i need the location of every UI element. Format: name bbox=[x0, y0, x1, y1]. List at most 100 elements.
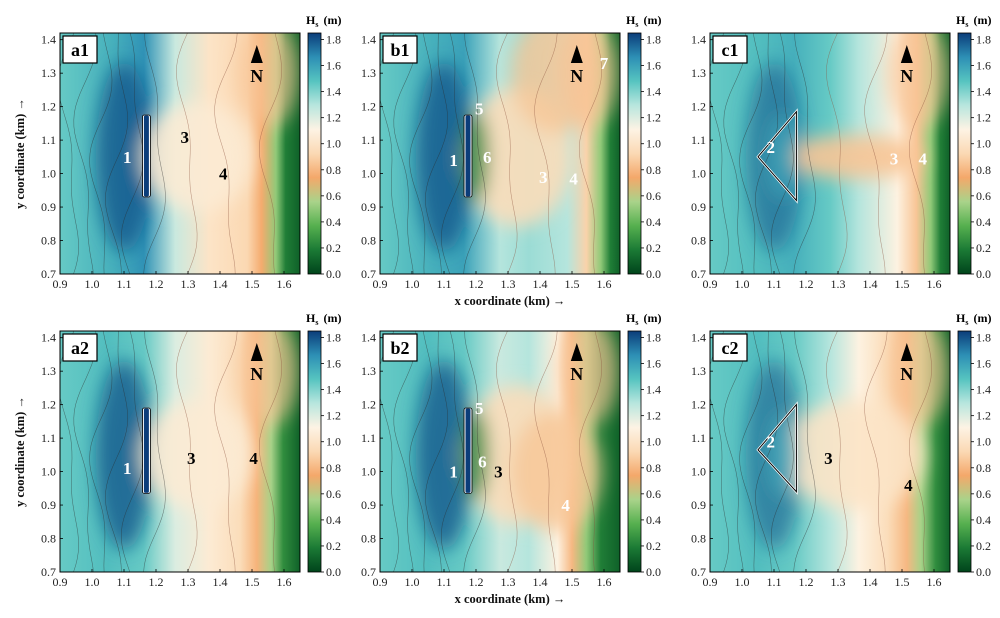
x-axis-label: x coordinate (km) → bbox=[455, 294, 566, 308]
colorbar-title-unit: (m) bbox=[970, 311, 991, 325]
colorbar-tick-label: 1.4 bbox=[976, 85, 991, 99]
north-arrow-icon bbox=[250, 45, 263, 63]
y-axis-label: y coordinate (km) → bbox=[13, 98, 27, 209]
contour-line bbox=[534, 33, 558, 274]
bathymetry-contours bbox=[380, 331, 602, 572]
x-tick-label: 1.2 bbox=[469, 277, 484, 291]
x-tick-label: 1.5 bbox=[895, 575, 910, 589]
x-tick-label: 1.6 bbox=[927, 277, 942, 291]
colorbar-tick-label: 1.2 bbox=[646, 111, 661, 125]
bathymetry-contours bbox=[60, 331, 282, 572]
y-tick-label: 1.4 bbox=[361, 33, 376, 47]
y-tick-label: 0.9 bbox=[691, 498, 706, 512]
y-tick-label: 1.1 bbox=[41, 133, 56, 147]
x-tick-label: 1.3 bbox=[501, 277, 516, 291]
x-tick-label: 1.6 bbox=[927, 575, 942, 589]
colorbar-tick-label: 1.6 bbox=[976, 59, 991, 73]
x-tick-label: 1.0 bbox=[405, 575, 420, 589]
contour-line bbox=[723, 331, 747, 572]
x-tick-label: 1.4 bbox=[533, 277, 548, 291]
contour-line bbox=[409, 331, 433, 572]
high-wave-zone bbox=[416, 359, 472, 550]
contour-line bbox=[259, 331, 282, 572]
shadow-zone bbox=[142, 399, 253, 510]
y-tick-label: 0.7 bbox=[361, 267, 376, 281]
colorbar-title-main: H bbox=[626, 13, 636, 27]
panel-label: c2 bbox=[722, 338, 739, 358]
zone-annotation: 5 bbox=[475, 99, 484, 118]
contour-line bbox=[425, 331, 448, 572]
bathymetry-contours bbox=[710, 331, 932, 572]
y-tick-label: 0.7 bbox=[361, 565, 376, 579]
colorbar-title-unit: (m) bbox=[640, 311, 661, 325]
y-tick-label: 1.2 bbox=[361, 100, 376, 114]
y-tick-label: 0.9 bbox=[361, 498, 376, 512]
contour-line bbox=[176, 331, 198, 572]
y-tick-label: 1.4 bbox=[41, 331, 56, 345]
colorbar-tick-label: 1.4 bbox=[976, 383, 991, 397]
triangle-structure bbox=[757, 110, 797, 202]
x-tick-label: 1.3 bbox=[181, 575, 196, 589]
contour-line bbox=[755, 331, 778, 572]
x-tick-label: 1.1 bbox=[437, 277, 452, 291]
colorbar-tick-label: 1.2 bbox=[976, 409, 991, 423]
heatmap-field bbox=[380, 331, 620, 572]
north-arrow-icon bbox=[250, 343, 263, 361]
y-tick-label: 0.8 bbox=[41, 234, 56, 248]
x-tick-label: 1.3 bbox=[831, 277, 846, 291]
contour-line bbox=[909, 33, 932, 274]
panel-a1: 0.9 1.0 1.1 1.2 1.3 1.4 1.5 1.6 0.7 0.8 0.9 1.0 1.1 1… bbox=[13, 13, 341, 291]
colorbar-tick-label: 1.2 bbox=[326, 111, 341, 125]
colorbar-tick-label: 1.0 bbox=[976, 435, 991, 449]
x-tick-label: 0.9 bbox=[373, 277, 388, 291]
colorbar-tick-label: 0.0 bbox=[646, 267, 661, 281]
colorbar bbox=[627, 32, 642, 275]
x-tick-label: 1.4 bbox=[213, 575, 228, 589]
y-tick-label: 1.3 bbox=[361, 364, 376, 378]
contour-line bbox=[710, 33, 729, 274]
y-tick-label: 1.0 bbox=[361, 465, 376, 479]
panel-label: c1 bbox=[722, 40, 739, 60]
colorbar-tick-label: 1.4 bbox=[646, 383, 661, 397]
colorbar-tick-label: 0.4 bbox=[646, 215, 661, 229]
colorbar bbox=[957, 32, 972, 275]
colorbar bbox=[307, 32, 322, 275]
plot-border bbox=[59, 330, 301, 573]
colorbar-tick-label: 1.0 bbox=[976, 137, 991, 151]
y-tick-label: 0.8 bbox=[361, 234, 376, 248]
contour-line bbox=[380, 33, 399, 274]
heatmap-features bbox=[96, 33, 298, 252]
panel-label: b1 bbox=[390, 40, 409, 60]
y-axis-label: y coordinate (km) → bbox=[13, 396, 27, 507]
high-wave-zone bbox=[96, 61, 152, 252]
colorbar-title-unit: (m) bbox=[320, 13, 341, 27]
colorbar-tick-label: 1.8 bbox=[646, 331, 661, 345]
y-tick-label: 0.8 bbox=[361, 532, 376, 546]
breakwater-wall bbox=[464, 407, 472, 494]
colorbar-title-sub: s bbox=[965, 318, 968, 327]
contour-line bbox=[214, 33, 238, 274]
contour-line bbox=[60, 33, 79, 274]
colorbar-tick-label: 0.6 bbox=[976, 189, 991, 203]
north-arrow-icon bbox=[900, 45, 913, 63]
colorbar-tick-label: 1.0 bbox=[326, 137, 341, 151]
panel-label-box bbox=[712, 333, 748, 362]
colorbar-title-main: H bbox=[626, 311, 636, 325]
y-tick-label: 1.0 bbox=[361, 167, 376, 181]
x-tick-label: 1.0 bbox=[85, 575, 100, 589]
contour-line bbox=[826, 331, 848, 572]
x-tick-label: 1.0 bbox=[85, 277, 100, 291]
y-tick-label: 1.2 bbox=[691, 398, 706, 412]
x-tick-label: 0.9 bbox=[703, 575, 718, 589]
jet-zone bbox=[784, 134, 924, 179]
colorbar-tick-label: 0.0 bbox=[326, 267, 341, 281]
contour-line bbox=[723, 33, 747, 274]
y-tick-label: 0.8 bbox=[691, 234, 706, 248]
zone-annotation: 3 bbox=[890, 150, 899, 169]
colorbar-tick-label: 0.0 bbox=[326, 565, 341, 579]
contour-line bbox=[771, 331, 794, 572]
x-tick-label: 1.6 bbox=[277, 575, 292, 589]
x-tick-label: 1.1 bbox=[437, 575, 452, 589]
colorbar-tick-label: 0.6 bbox=[646, 189, 661, 203]
x-tick-label: 1.6 bbox=[597, 575, 612, 589]
